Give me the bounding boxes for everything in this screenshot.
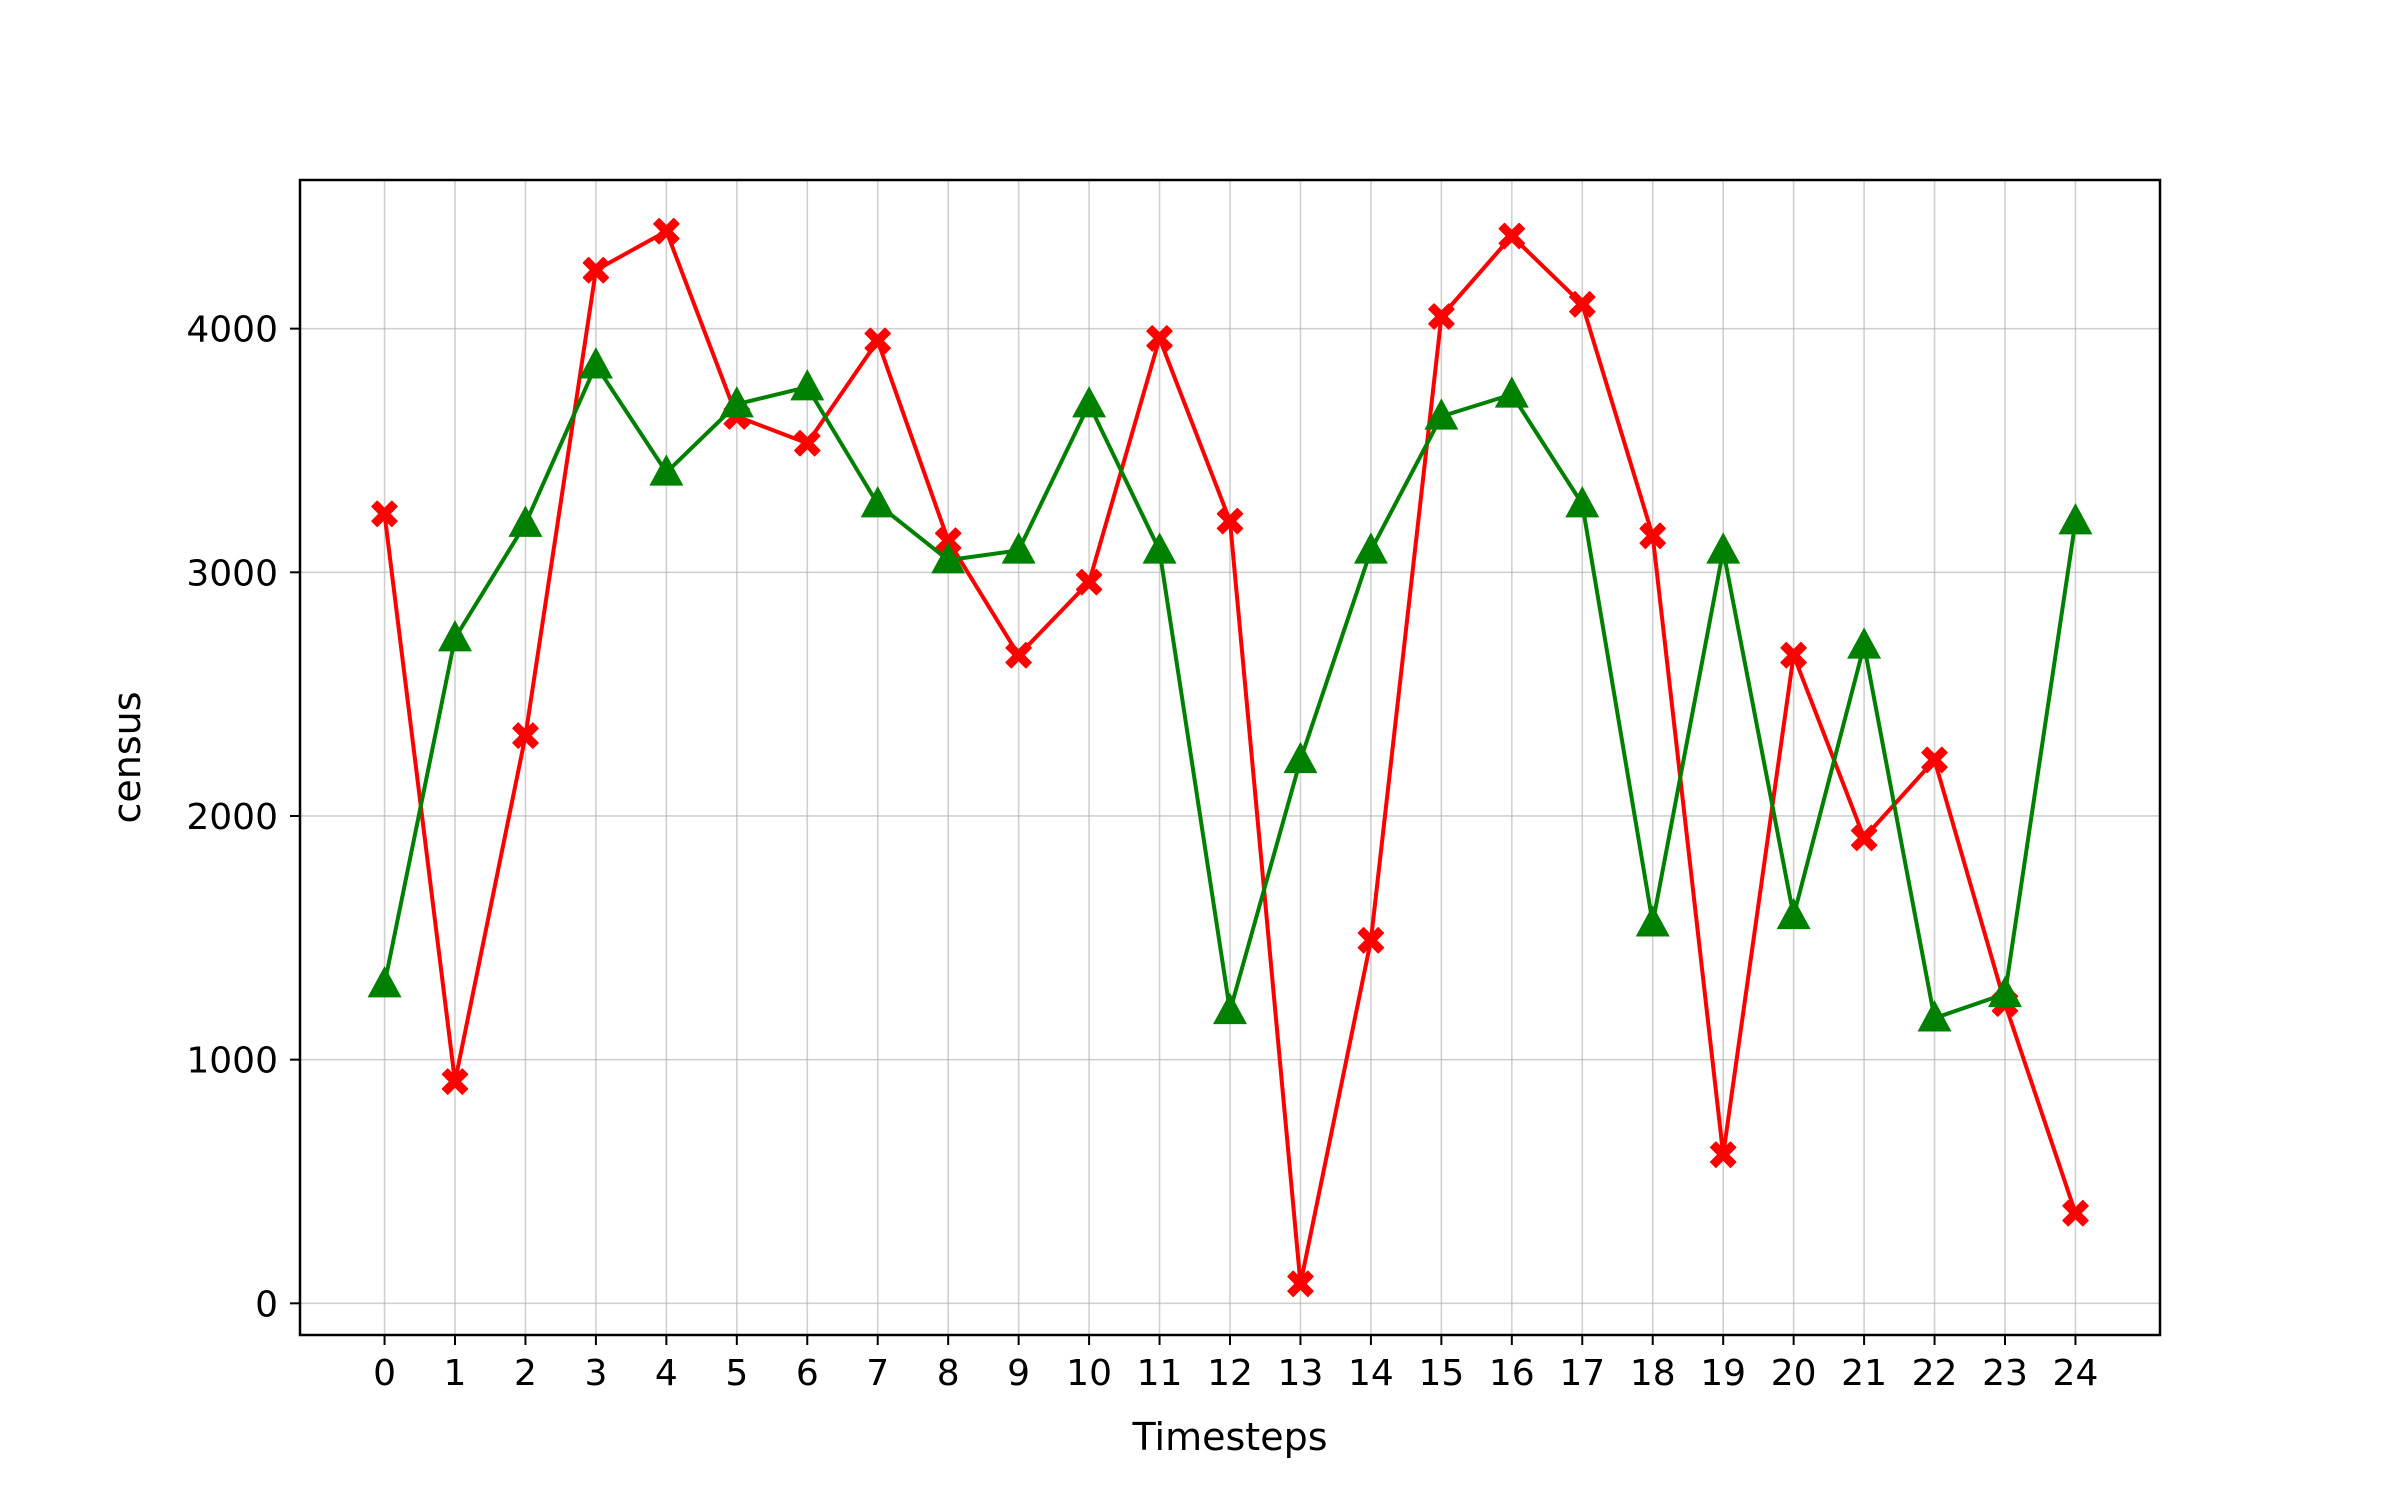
x-marker [512, 722, 539, 749]
triangle-marker [1776, 897, 1811, 930]
x-marker [794, 429, 821, 457]
x-marker [1780, 641, 1807, 669]
x-marker [441, 1068, 469, 1095]
triangle-marker [860, 486, 895, 518]
x-axis-label: Timesteps [1132, 1415, 1328, 1459]
x-marker [1569, 291, 1596, 318]
ticks: 0 1 2 3 4 5 6 7 8 9 10 11 12 13 14 15 16 17 18 19 20 21 22 23 24… [186, 310, 2098, 1394]
x-marker [1216, 507, 1244, 535]
x-tick-label: 24 [2053, 1353, 2099, 1394]
x-tick-label: 17 [1559, 1353, 1605, 1394]
y-tick-label: 2000 [186, 797, 278, 838]
triangle-marker [1283, 741, 1318, 774]
triangle-marker [790, 369, 825, 401]
x-tick-label: 0 [373, 1353, 396, 1394]
x-tick-label: 21 [1841, 1353, 1887, 1394]
x-marker [1005, 641, 1032, 669]
x-tick-label: 8 [937, 1353, 960, 1394]
x-marker [1850, 824, 1878, 852]
x-tick-label: 5 [725, 1353, 748, 1394]
y-tick-label: 0 [255, 1284, 278, 1325]
x-tick-label: 15 [1418, 1353, 1464, 1394]
triangle-marker [1635, 905, 1670, 937]
triangle-marker [1565, 486, 1600, 518]
x-tick-label: 7 [866, 1353, 889, 1394]
x-marker [2062, 1199, 2089, 1227]
x-tick-label: 2 [514, 1353, 537, 1394]
triangle-marker [1917, 1000, 1952, 1032]
triangle-marker [578, 347, 613, 379]
triangle-marker [1072, 386, 1107, 418]
green-triangle-series [367, 347, 2093, 1032]
triangle-marker [931, 542, 966, 574]
x-marker [1357, 927, 1385, 954]
x-tick-label: 4 [655, 1353, 678, 1394]
red-x-series [371, 217, 2089, 1298]
triangle-marker [719, 386, 754, 418]
triangle-marker [367, 966, 402, 998]
triangle-marker [508, 505, 543, 537]
x-tick-label: 9 [1007, 1353, 1030, 1394]
triangle-marker [1001, 532, 1036, 564]
y-axis-label: census [105, 691, 149, 823]
x-tick-label: 1 [444, 1353, 467, 1394]
x-tick-label: 23 [1982, 1353, 2028, 1394]
x-tick-label: 19 [1700, 1353, 1746, 1394]
triangle-marker [1353, 532, 1388, 564]
x-marker [1075, 568, 1103, 596]
y-tick-label: 3000 [186, 553, 278, 594]
x-marker [1498, 222, 1526, 250]
y-tick-label: 4000 [186, 310, 278, 351]
x-marker [653, 217, 680, 245]
x-marker [1709, 1141, 1737, 1168]
triangle-marker [1213, 992, 1247, 1025]
x-marker [1287, 1270, 1314, 1298]
x-tick-label: 12 [1207, 1353, 1253, 1394]
triangle-marker [1494, 376, 1529, 408]
triangle-marker [2058, 503, 2093, 535]
triangle-marker [649, 454, 684, 486]
x-tick-label: 22 [1912, 1353, 1958, 1394]
x-tick-label: 3 [584, 1353, 607, 1394]
series-layer [367, 217, 2093, 1298]
triangle-marker [1847, 627, 1882, 659]
x-tick-label: 13 [1278, 1353, 1324, 1394]
x-tick-label: 20 [1771, 1353, 1817, 1394]
triangle-marker [1988, 975, 2022, 1008]
x-tick-label: 16 [1489, 1353, 1535, 1394]
x-tick-label: 14 [1348, 1353, 1394, 1394]
x-tick-label: 11 [1137, 1353, 1183, 1394]
x-marker [864, 327, 891, 355]
x-marker [371, 500, 398, 528]
x-marker [1428, 303, 1455, 330]
x-tick-label: 18 [1630, 1353, 1676, 1394]
x-marker [582, 256, 610, 284]
x-tick-label: 6 [796, 1353, 819, 1394]
y-tick-label: 1000 [186, 1041, 278, 1082]
x-marker [1921, 746, 1948, 774]
triangle-marker [1142, 532, 1177, 564]
x-marker [1146, 325, 1173, 352]
triangle-marker [438, 620, 472, 652]
triangle-marker [1424, 398, 1459, 430]
x-marker [1639, 522, 1666, 550]
triangle-marker [1706, 532, 1741, 564]
x-tick-label: 10 [1066, 1353, 1112, 1394]
